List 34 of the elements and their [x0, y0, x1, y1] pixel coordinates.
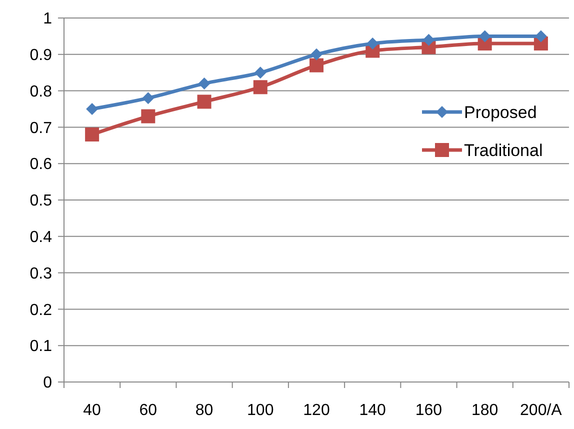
- y-tick-label: 0.8: [30, 83, 52, 100]
- point: [198, 78, 210, 90]
- x-tick-label: 60: [139, 402, 158, 419]
- x-tick-label: 40: [83, 402, 102, 419]
- y-tick-label: 0.5: [30, 192, 52, 210]
- y-tick-label: 0.7: [30, 120, 52, 137]
- legend-label: Proposed: [464, 102, 537, 122]
- point: [366, 37, 379, 50]
- point: [253, 80, 268, 94]
- x-tick-label: 80: [195, 402, 214, 419]
- point: [422, 34, 435, 46]
- y-tick-label: 0.6: [30, 156, 52, 174]
- x-tick-label: 200/A: [520, 402, 562, 419]
- point: [310, 58, 324, 72]
- x-tick-label: 180: [471, 402, 498, 419]
- y-tick-label: 0.1: [30, 338, 52, 356]
- x-tick-label: 120: [303, 402, 330, 419]
- y-tick-label: 0: [43, 374, 52, 392]
- point: [197, 94, 212, 109]
- y-tick-label: 0.9: [30, 47, 52, 64]
- y-tick-label: 0.4: [30, 229, 52, 246]
- y-tick-label: 0.2: [30, 302, 52, 319]
- point: [86, 103, 98, 115]
- point: [254, 66, 266, 79]
- legend-label: Traditional: [464, 140, 543, 160]
- point: [142, 92, 154, 104]
- point: [310, 48, 322, 60]
- x-tick-label: 100: [247, 402, 274, 419]
- y-tick-label: 1: [43, 10, 52, 28]
- y-tick-label: 0.3: [30, 265, 52, 282]
- point: [85, 127, 100, 142]
- point: [141, 109, 156, 124]
- x-tick-label: 140: [359, 402, 386, 419]
- x-tick-label: 160: [415, 402, 442, 419]
